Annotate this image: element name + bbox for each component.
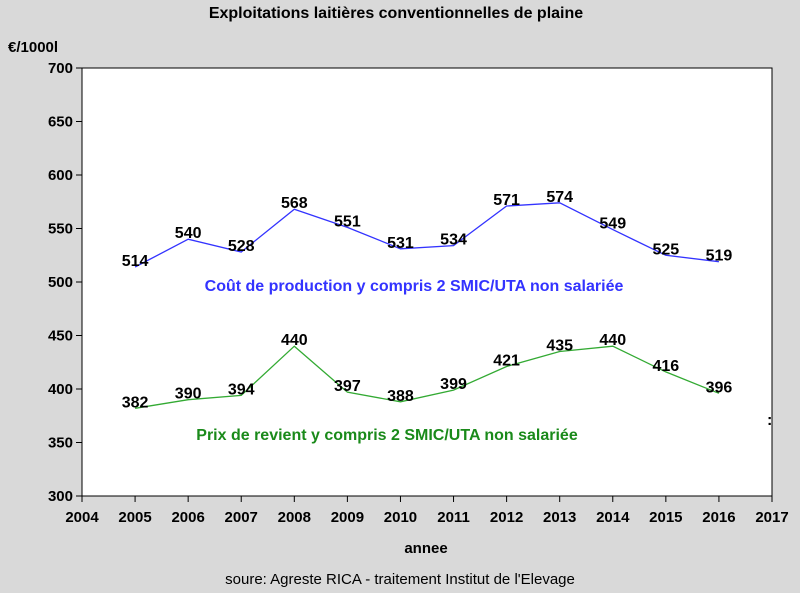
chart-title: Exploitations laitières conventionnelles… xyxy=(209,5,583,22)
x-tick-label: 2017 xyxy=(755,509,788,526)
x-tick-label: 2015 xyxy=(649,509,682,526)
data-label: 571 xyxy=(493,192,520,209)
data-label: 416 xyxy=(652,358,679,375)
data-label: 382 xyxy=(122,394,149,411)
source-note: soure: Agreste RICA - traitement Institu… xyxy=(225,571,575,588)
data-label: 514 xyxy=(122,253,149,270)
x-tick-label: 2013 xyxy=(543,509,576,526)
data-label: 528 xyxy=(228,238,255,255)
data-label: 551 xyxy=(334,213,361,230)
data-label: 525 xyxy=(652,241,679,258)
data-label: 574 xyxy=(546,189,573,206)
series-line-0 xyxy=(134,202,719,268)
series-line-1 xyxy=(134,345,720,409)
data-label: 394 xyxy=(228,381,255,398)
y-tick-label: 600 xyxy=(48,167,73,184)
x-tick-label: 2006 xyxy=(171,509,204,526)
y-tick-label: 700 xyxy=(48,60,73,77)
x-tick-label: 2016 xyxy=(702,509,735,526)
series-label-prix: Prix de revient y compris 2 SMIC/UTA non… xyxy=(196,427,578,444)
x-tick-label: 2014 xyxy=(596,509,630,526)
plot-area xyxy=(81,67,773,497)
data-label: 531 xyxy=(387,235,414,252)
trailing-colon: : xyxy=(767,412,772,429)
data-label: 519 xyxy=(706,248,733,265)
data-label: 534 xyxy=(440,232,467,249)
y-tick-label: 400 xyxy=(48,381,73,398)
series-label-cout: Coût de production y compris 2 SMIC/UTA … xyxy=(205,278,624,295)
x-tick-label: 2007 xyxy=(225,509,258,526)
y-tick-label: 500 xyxy=(48,274,73,291)
y-axis: 300 350 400 450 500 550 600 650 700 xyxy=(48,60,82,505)
data-label: 388 xyxy=(387,388,414,405)
x-axis-label: annee xyxy=(404,540,447,557)
data-label: 397 xyxy=(334,378,361,395)
y-axis-label: €/1000l xyxy=(8,39,58,56)
x-tick-label: 2004 xyxy=(65,509,99,526)
y-tick-label: 300 xyxy=(48,488,73,505)
y-tick-label: 350 xyxy=(48,435,73,452)
y-tick-label: 550 xyxy=(48,221,73,238)
data-label: 549 xyxy=(599,216,626,233)
x-tick-label: 2005 xyxy=(118,509,151,526)
x-axis: 2004 2005 2006 2007 2008 2009 2010 2011 2012 2013… xyxy=(65,496,789,526)
data-label: 396 xyxy=(706,379,733,396)
data-label: 421 xyxy=(493,353,520,370)
data-label: 568 xyxy=(281,195,308,212)
series-lines xyxy=(134,202,720,409)
x-tick-label: 2009 xyxy=(331,509,364,526)
x-tick-label: 2011 xyxy=(437,509,470,526)
data-label: 399 xyxy=(440,376,467,393)
x-tick-label: 2010 xyxy=(384,509,417,526)
data-label: 440 xyxy=(599,332,626,349)
data-label: 540 xyxy=(175,225,202,242)
data-labels: 514 540 528 568 551 531 534 571 574 549 525 519 382 3… xyxy=(122,189,733,411)
y-tick-label: 650 xyxy=(48,114,73,131)
y-tick-label: 450 xyxy=(48,328,73,345)
data-label: 435 xyxy=(546,338,573,355)
data-label: 390 xyxy=(175,386,202,403)
x-tick-label: 2012 xyxy=(490,509,523,526)
x-tick-label: 2008 xyxy=(278,509,311,526)
data-label: 440 xyxy=(281,332,308,349)
